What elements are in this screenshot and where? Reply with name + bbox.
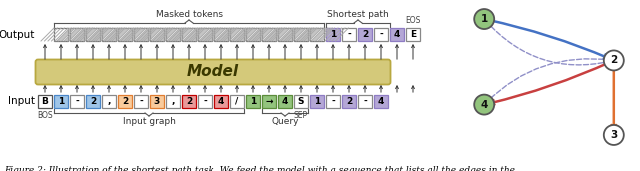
Bar: [70, 95, 84, 108]
Bar: [374, 28, 388, 41]
Bar: [86, 28, 100, 41]
Bar: [230, 95, 244, 108]
Bar: [342, 95, 356, 108]
Circle shape: [474, 95, 494, 115]
Bar: [326, 95, 340, 108]
Bar: [54, 28, 68, 41]
Text: -: -: [363, 97, 367, 106]
Text: 3: 3: [154, 97, 160, 106]
Text: Model: Model: [187, 64, 239, 80]
Text: Masked tokens: Masked tokens: [156, 10, 223, 19]
Bar: [214, 95, 228, 108]
Text: 4: 4: [394, 30, 400, 39]
Text: 1: 1: [58, 97, 64, 106]
Text: 1: 1: [314, 97, 320, 106]
Bar: [150, 28, 164, 41]
Text: 2: 2: [362, 30, 368, 39]
Text: 2: 2: [610, 55, 618, 65]
Text: 1: 1: [481, 14, 488, 24]
Text: -: -: [347, 30, 351, 39]
Text: 2: 2: [186, 97, 192, 106]
Bar: [230, 28, 244, 41]
Text: 1: 1: [330, 30, 336, 39]
Text: →: →: [265, 97, 273, 106]
Bar: [278, 28, 292, 41]
Bar: [102, 28, 116, 41]
Bar: [406, 28, 420, 41]
Bar: [390, 28, 404, 41]
Bar: [38, 95, 52, 108]
Bar: [358, 95, 372, 108]
Text: 2: 2: [90, 97, 96, 106]
Text: 4: 4: [481, 100, 488, 110]
Text: 3: 3: [610, 130, 618, 140]
Bar: [118, 28, 132, 41]
Bar: [246, 28, 260, 41]
Bar: [166, 28, 180, 41]
Bar: [326, 28, 340, 41]
Text: ,: ,: [172, 97, 175, 106]
Bar: [358, 28, 372, 41]
Text: BOS: BOS: [37, 110, 53, 120]
FancyBboxPatch shape: [35, 60, 390, 84]
Bar: [262, 95, 276, 108]
Text: Query: Query: [271, 117, 299, 126]
Circle shape: [474, 9, 494, 29]
Text: EOS: EOS: [405, 16, 420, 25]
Text: 4: 4: [218, 97, 224, 106]
Text: 2: 2: [122, 97, 128, 106]
Bar: [70, 28, 84, 41]
Bar: [166, 95, 180, 108]
Bar: [342, 28, 356, 41]
Text: -: -: [379, 30, 383, 39]
Text: /: /: [236, 97, 239, 106]
Text: Input graph: Input graph: [123, 117, 175, 126]
Bar: [214, 28, 228, 41]
Bar: [102, 95, 116, 108]
Bar: [294, 28, 308, 41]
Bar: [374, 95, 388, 108]
Bar: [182, 28, 196, 41]
Bar: [86, 95, 100, 108]
Bar: [150, 95, 164, 108]
Text: 4: 4: [378, 97, 384, 106]
Bar: [198, 95, 212, 108]
Bar: [262, 28, 276, 41]
Text: Shortest path: Shortest path: [327, 10, 389, 19]
Bar: [198, 28, 212, 41]
Text: E: E: [410, 30, 416, 39]
Text: 2: 2: [346, 97, 352, 106]
Text: SEP: SEP: [294, 110, 308, 120]
Text: 4: 4: [282, 97, 288, 106]
Bar: [278, 95, 292, 108]
Bar: [134, 28, 148, 41]
Text: -: -: [75, 97, 79, 106]
Bar: [310, 95, 324, 108]
Bar: [182, 95, 196, 108]
Bar: [134, 95, 148, 108]
Circle shape: [604, 50, 624, 70]
Circle shape: [604, 125, 624, 145]
Text: 1: 1: [250, 97, 256, 106]
Text: Output: Output: [0, 30, 35, 40]
Bar: [246, 95, 260, 108]
Text: S: S: [298, 97, 304, 106]
Text: -: -: [331, 97, 335, 106]
Text: Input: Input: [8, 96, 35, 107]
Bar: [294, 95, 308, 108]
Text: ,: ,: [108, 97, 111, 106]
Bar: [310, 28, 324, 41]
Text: -: -: [139, 97, 143, 106]
Bar: [54, 95, 68, 108]
Text: B: B: [42, 97, 49, 106]
Text: Figure 2: Illustration of the shortest path task. We feed the model with a seque: Figure 2: Illustration of the shortest p…: [4, 166, 515, 171]
Bar: [118, 95, 132, 108]
Text: -: -: [203, 97, 207, 106]
